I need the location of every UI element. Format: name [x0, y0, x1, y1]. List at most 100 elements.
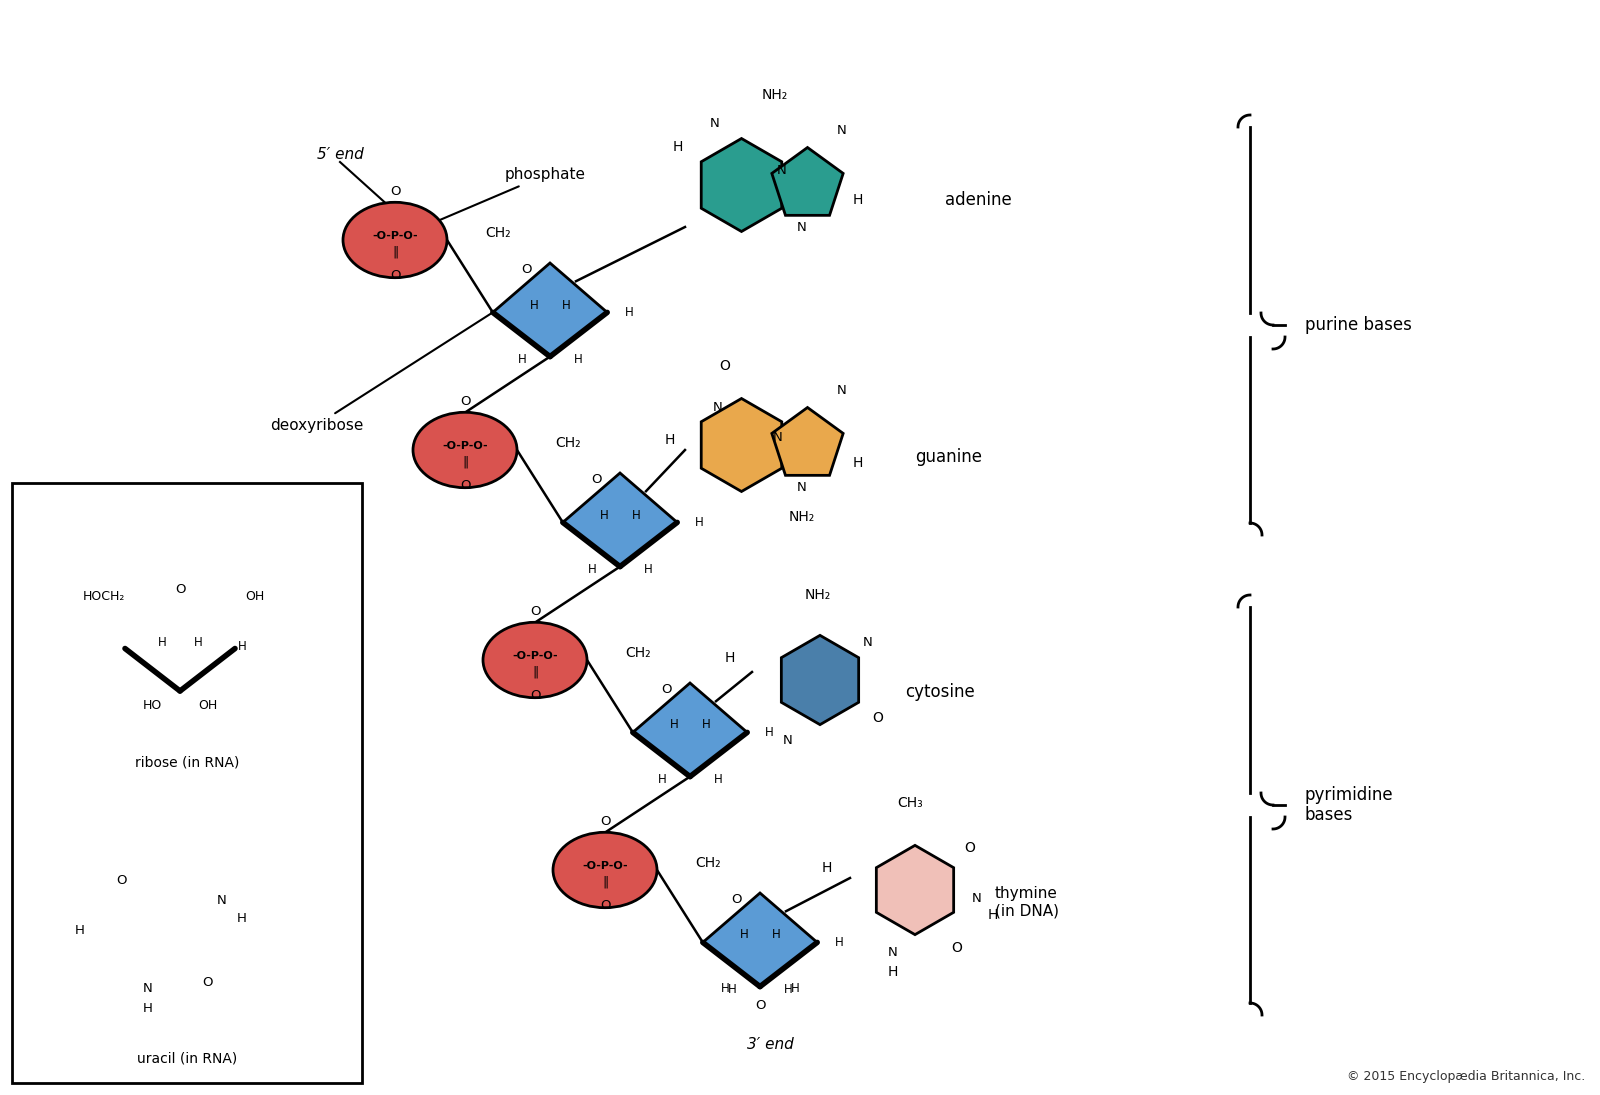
Text: H: H: [771, 929, 781, 942]
Text: NH₂: NH₂: [762, 88, 789, 102]
Polygon shape: [493, 263, 608, 357]
Text: CH₂: CH₂: [626, 646, 651, 660]
Text: thymine
(in DNA): thymine (in DNA): [995, 886, 1059, 919]
Text: H: H: [600, 508, 608, 521]
Polygon shape: [563, 473, 677, 566]
Text: deoxyribose: deoxyribose: [270, 314, 491, 433]
Text: H: H: [728, 982, 736, 995]
Text: N: N: [773, 430, 782, 443]
Text: O: O: [117, 875, 126, 888]
Text: H: H: [853, 193, 862, 207]
Ellipse shape: [413, 413, 517, 487]
Polygon shape: [701, 138, 782, 231]
Text: O: O: [755, 999, 765, 1012]
Text: H: H: [632, 508, 640, 521]
Text: H: H: [194, 636, 202, 649]
Text: ‖: ‖: [602, 876, 608, 888]
Text: HOCH₂: HOCH₂: [83, 589, 125, 602]
Text: N: N: [837, 124, 846, 137]
Text: O: O: [592, 473, 602, 486]
Text: H: H: [888, 965, 898, 979]
Text: N: N: [973, 891, 982, 904]
Ellipse shape: [342, 203, 446, 278]
Text: H: H: [158, 636, 166, 649]
Text: H: H: [674, 140, 683, 154]
Text: O: O: [965, 841, 976, 855]
Text: H: H: [562, 299, 570, 311]
Text: N: N: [710, 116, 720, 129]
Text: H: H: [784, 982, 792, 995]
Polygon shape: [634, 683, 747, 776]
Text: N: N: [797, 481, 806, 494]
Text: O: O: [600, 899, 610, 912]
Text: N: N: [778, 163, 787, 176]
Text: H: H: [237, 911, 246, 924]
Text: H: H: [75, 924, 85, 937]
Text: O: O: [720, 359, 731, 373]
Text: O: O: [530, 604, 541, 618]
Text: H: H: [720, 982, 730, 995]
Text: H: H: [530, 299, 538, 311]
Polygon shape: [771, 407, 843, 475]
Text: H: H: [725, 652, 734, 665]
Text: -O-P-O-: -O-P-O-: [373, 231, 418, 241]
Ellipse shape: [483, 622, 587, 698]
Text: H: H: [670, 718, 678, 731]
Text: N: N: [714, 401, 723, 414]
Text: OH: OH: [245, 589, 264, 602]
Text: O: O: [530, 689, 541, 702]
Text: uracil (in RNA): uracil (in RNA): [138, 1051, 237, 1065]
Text: adenine: adenine: [946, 191, 1011, 209]
Text: N: N: [216, 895, 226, 908]
Text: N: N: [862, 635, 874, 648]
Text: H: H: [574, 353, 582, 366]
Text: ‖: ‖: [531, 666, 538, 679]
Text: O: O: [390, 185, 400, 197]
Text: O: O: [522, 263, 531, 276]
Text: N: N: [888, 945, 898, 958]
Text: H: H: [587, 563, 597, 576]
Text: CH₂: CH₂: [555, 436, 581, 450]
Text: O: O: [459, 479, 470, 492]
Text: CH₂: CH₂: [485, 226, 510, 240]
Text: ‖: ‖: [392, 245, 398, 258]
Polygon shape: [125, 601, 235, 691]
Text: H: H: [626, 306, 634, 319]
Text: O: O: [390, 268, 400, 281]
Text: CH₃: CH₃: [898, 796, 923, 810]
Polygon shape: [701, 399, 782, 492]
Text: ‖: ‖: [462, 456, 469, 469]
Text: N: N: [782, 734, 794, 747]
Text: O: O: [872, 711, 883, 725]
Text: H: H: [790, 982, 800, 995]
Polygon shape: [877, 845, 954, 935]
Text: purine bases: purine bases: [1306, 316, 1411, 334]
Text: guanine: guanine: [915, 448, 982, 466]
Text: NH₂: NH₂: [805, 588, 830, 602]
Text: H: H: [835, 936, 843, 949]
Text: H: H: [765, 726, 774, 739]
Text: H: H: [739, 929, 749, 942]
Text: O: O: [459, 394, 470, 407]
Text: phosphate: phosphate: [424, 168, 586, 227]
Text: O: O: [600, 815, 610, 828]
Polygon shape: [771, 148, 843, 216]
Text: CH₂: CH₂: [694, 856, 720, 871]
Text: cytosine: cytosine: [906, 683, 974, 701]
Polygon shape: [781, 635, 859, 725]
Text: H: H: [987, 908, 998, 922]
Text: OH: OH: [198, 699, 218, 712]
Text: H: H: [518, 353, 526, 366]
Text: H: H: [643, 563, 653, 576]
Text: H: H: [714, 773, 722, 786]
Polygon shape: [138, 896, 202, 970]
Text: NH₂: NH₂: [789, 510, 814, 525]
Text: O: O: [174, 583, 186, 596]
Text: H: H: [702, 718, 710, 731]
Polygon shape: [702, 894, 818, 987]
Text: H: H: [696, 516, 704, 529]
Text: -O-P-O-: -O-P-O-: [582, 861, 627, 871]
FancyBboxPatch shape: [13, 483, 362, 1083]
Text: H: H: [666, 433, 675, 447]
Text: H: H: [853, 456, 862, 470]
